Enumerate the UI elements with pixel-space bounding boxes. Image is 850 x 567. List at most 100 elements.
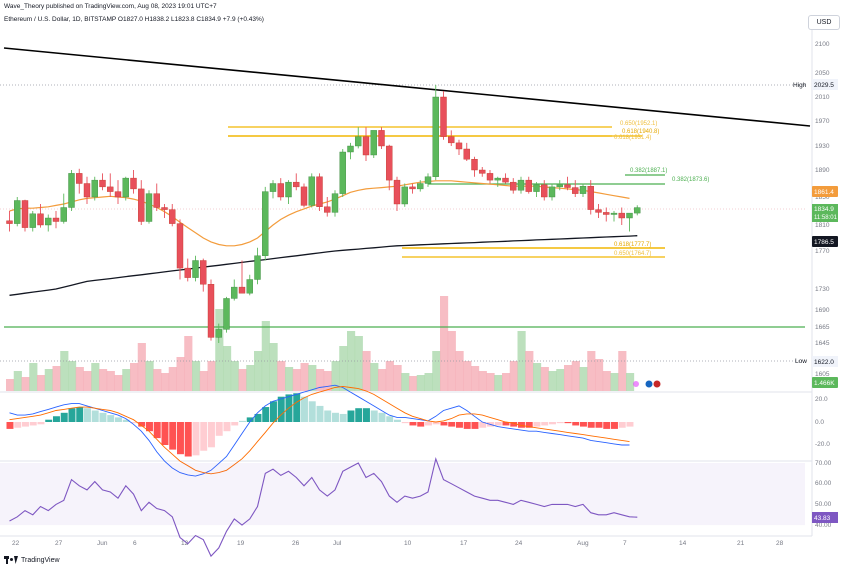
macd-histogram-bar — [541, 422, 549, 426]
candle-body — [510, 181, 517, 191]
macd-histogram-bar — [277, 396, 285, 422]
ema-fast-line — [9, 180, 630, 247]
macd-histogram-bar — [549, 422, 556, 425]
footer-branding: TradingView — [4, 556, 60, 564]
candle-body — [262, 191, 269, 256]
volume-bar — [618, 351, 627, 391]
macd-histogram-bar — [91, 410, 99, 422]
macd-histogram-bar — [270, 401, 277, 422]
high-label-text: High — [793, 82, 807, 89]
macd-tick-label: 20.0 — [815, 396, 828, 403]
time-tick-label: 27 — [55, 540, 63, 547]
candle-body — [455, 142, 463, 150]
macd-tick-label: 0.0 — [815, 419, 824, 426]
macd-histogram-bar — [308, 401, 316, 422]
volume-bar — [192, 361, 201, 391]
volume-bar — [153, 369, 162, 391]
fib-label: 0.382(1873.6) — [672, 177, 709, 183]
candle-body — [122, 177, 129, 198]
countdown-value: 11:58:01 — [814, 215, 838, 221]
candle-body — [184, 267, 191, 278]
candle-body — [541, 184, 548, 198]
rsi-tick-label: 50.00 — [815, 501, 832, 508]
candle-body — [114, 191, 122, 198]
time-tick-label: 21 — [737, 540, 745, 547]
candle-body — [153, 193, 160, 208]
volume-bar — [207, 361, 216, 391]
volume-bar — [292, 369, 301, 391]
volume-bar — [68, 361, 77, 391]
macd-histogram-bar — [29, 422, 37, 426]
candle-body — [68, 173, 75, 208]
volume-bar — [564, 365, 573, 391]
time-tick-label: Aug — [577, 540, 589, 547]
time-tick-label: 22 — [12, 540, 20, 547]
candle-body — [525, 179, 532, 192]
macd-histogram-bar — [115, 417, 122, 422]
price-tick-label: 1605 — [815, 371, 830, 378]
volume-bar — [75, 367, 84, 391]
candle-body — [14, 200, 21, 224]
descending-trendline — [3, 47, 811, 127]
macd-histogram-bar — [324, 410, 332, 422]
candle-body — [432, 96, 439, 177]
volume-bar — [393, 365, 402, 391]
time-tick-label: 6 — [133, 540, 137, 547]
candle-body — [355, 136, 362, 147]
symbol-name[interactable]: Ethereum / U.S. Dollar, 1D, BITSTAMP — [4, 16, 117, 23]
volume-bar — [238, 369, 247, 391]
volume-bar — [300, 363, 309, 391]
price-tick-label: 1810 — [815, 222, 830, 229]
candle-body — [316, 176, 323, 207]
macd-histogram-bar — [456, 422, 463, 428]
candle-body — [463, 148, 470, 160]
macd-histogram-bar — [611, 422, 618, 429]
volume-bar — [137, 343, 146, 391]
volume-bar — [509, 361, 518, 391]
low-label-text: Low — [795, 358, 807, 365]
candle-body — [393, 179, 401, 205]
macd-histogram-bar — [99, 412, 107, 422]
tradingview-logo-icon — [4, 556, 18, 564]
ema-fast-value-box — [812, 186, 838, 197]
macd-histogram-bar — [502, 422, 510, 426]
volume-bar — [331, 361, 340, 391]
volume-bar — [409, 376, 418, 391]
candle-body — [347, 145, 354, 153]
candle-body — [378, 130, 385, 147]
candle-body — [610, 212, 618, 215]
ema-slow-value: 1786.5 — [814, 239, 834, 246]
macd-histogram-bar — [448, 422, 456, 427]
macd-histogram-bar — [262, 407, 270, 422]
macd-line — [9, 384, 630, 477]
macd-histogram-bar — [332, 412, 339, 422]
volume-bar — [471, 366, 480, 391]
volume-bar — [99, 369, 108, 391]
ohlc-values: O1827.0 H1838.2 L1823.8 C1834.9 +7.9 (+0… — [117, 16, 264, 23]
price-tick-label: 1665 — [815, 324, 830, 331]
macd-histogram-bar — [618, 422, 626, 428]
currency-button[interactable]: USD — [808, 15, 840, 30]
price-tick-label: 1645 — [815, 340, 830, 347]
ema-fast-value: 1861.4 — [814, 189, 834, 196]
volume-bar — [339, 346, 348, 391]
macd-histogram-bar — [231, 422, 239, 426]
macd-histogram-bar — [355, 408, 363, 422]
rsi-tick-label: 70.00 — [815, 460, 832, 467]
volume-bar — [571, 361, 580, 391]
macd-histogram-bar — [510, 422, 518, 427]
volume-bar — [184, 336, 193, 391]
macd-histogram-bar — [37, 422, 45, 425]
low-value: 1622.0 — [814, 359, 834, 366]
volume-bar — [60, 351, 69, 391]
macd-histogram-bar — [370, 410, 378, 422]
volume-bar — [323, 371, 332, 391]
volume-bar — [161, 373, 170, 391]
volume-bar — [223, 346, 232, 391]
macd-histogram-bar — [417, 422, 425, 427]
volume-bar — [145, 361, 154, 391]
volume-bar — [610, 373, 619, 391]
volume-bar — [83, 371, 92, 391]
macd-histogram-bar — [363, 408, 370, 422]
